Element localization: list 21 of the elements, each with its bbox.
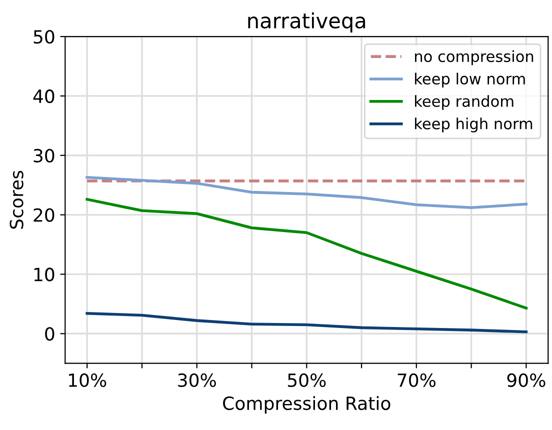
- legend-label: keep high norm: [415, 118, 532, 132]
- x-tick-label: 90%: [507, 373, 546, 388]
- legend-label: no compression: [415, 50, 534, 66]
- y-tick-label: 40: [33, 89, 54, 104]
- x-tick-label: 50%: [288, 373, 326, 388]
- y-tick-label: 30: [34, 148, 54, 163]
- legend-label: keep random: [415, 95, 514, 110]
- y-tick-label: 0: [45, 327, 54, 341]
- y-tick-label: 20: [34, 208, 54, 222]
- chart-title: narrativeqa: [248, 12, 366, 33]
- line-series: [86, 198, 528, 310]
- x-tick-label: 30%: [178, 373, 216, 388]
- y-axis-title: Scores: [10, 170, 24, 229]
- legend-label: keep low norm: [415, 72, 525, 88]
- x-tick-label: 10%: [69, 373, 106, 388]
- y-tick-label: 50: [34, 30, 54, 44]
- y-tick-label: 10: [34, 268, 54, 282]
- x-tick-label: 70%: [398, 373, 436, 388]
- x-axis-title: Compression Ratio: [223, 396, 390, 414]
- line-series: [86, 176, 528, 210]
- line-series: [86, 312, 528, 334]
